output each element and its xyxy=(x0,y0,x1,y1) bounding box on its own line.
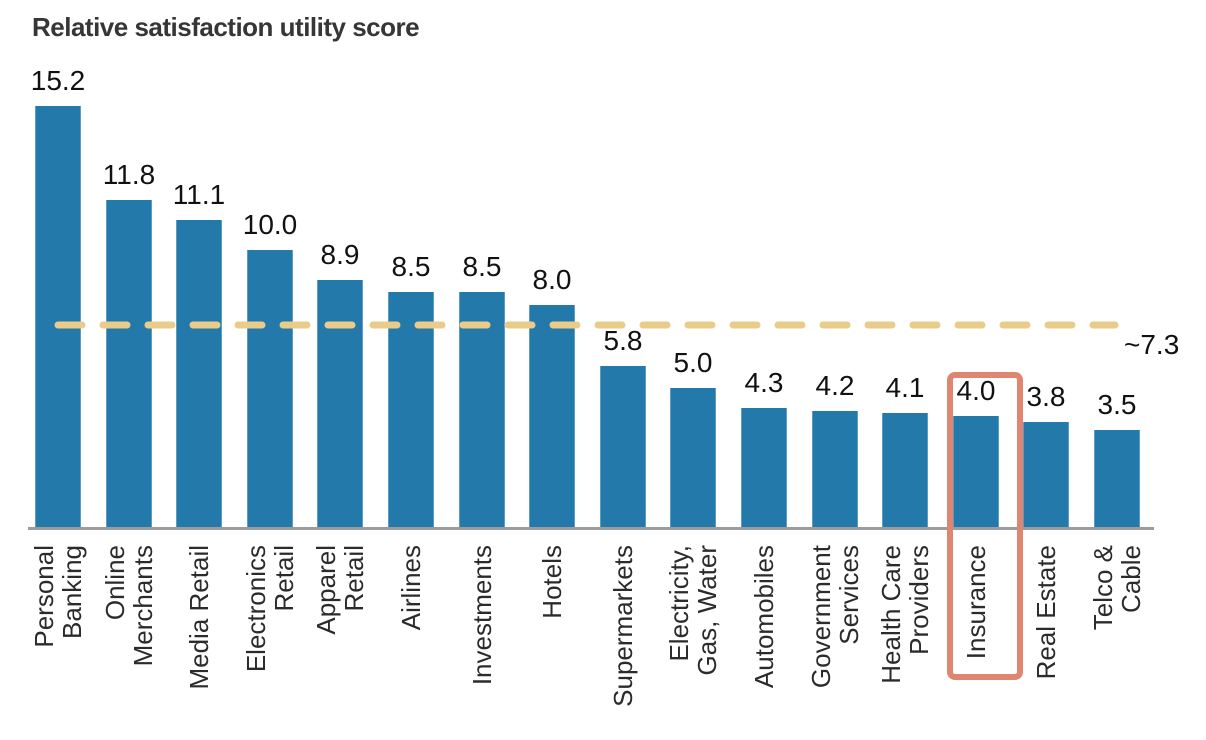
bar-supermarkets xyxy=(600,366,646,527)
bar-health-care-providers xyxy=(882,413,928,527)
bar-online-merchants xyxy=(106,200,152,527)
bar-category-label-online-merchants: Online Merchants xyxy=(100,545,158,667)
bar-category-label-automobiles: Automobiles xyxy=(749,545,779,689)
bar-category-label-supermarkets: Supermarkets xyxy=(608,545,638,707)
bar-value-label-automobiles: 4.3 xyxy=(744,367,784,398)
bar-value-label-online-merchants: 11.8 xyxy=(102,159,156,190)
bar-category-label-hotels: Hotels xyxy=(537,545,567,619)
bar-category-label-government-services: Government Services xyxy=(806,545,864,689)
bar-value-label-supermarkets: 5.8 xyxy=(603,325,643,356)
bar-value-label-government-services: 4.2 xyxy=(815,370,855,401)
bar-category-label-investments: Investments xyxy=(467,545,497,686)
bar-insurance xyxy=(953,416,999,527)
bar-value-label-hotels: 8.0 xyxy=(532,264,572,295)
bar-government-services xyxy=(812,411,858,527)
bar-value-label-telco-cable: 3.5 xyxy=(1097,389,1137,420)
bar-category-label-electricity-gas-water: Electricity, Gas, Water xyxy=(664,545,722,676)
bar-value-label-investments: 8.5 xyxy=(462,251,502,282)
bar-real-estate xyxy=(1023,422,1069,527)
bar-value-label-airlines: 8.5 xyxy=(391,251,431,282)
bar-investments xyxy=(459,292,505,527)
bar-media-retail xyxy=(176,220,222,527)
bar-airlines xyxy=(388,292,434,527)
bar-value-label-personal-banking: 15.2 xyxy=(30,65,86,96)
bar-category-label-real-estate: Real Estate xyxy=(1031,545,1061,680)
bar-electricity-gas-water xyxy=(670,388,716,527)
bar-automobiles xyxy=(741,408,787,527)
bar-value-label-real-estate: 3.8 xyxy=(1026,381,1066,412)
bar-value-label-health-care-providers: 4.1 xyxy=(885,372,925,403)
bar-apparel-retail xyxy=(317,280,363,527)
x-axis-line xyxy=(28,527,1154,530)
bar-category-label-apparel-retail: Apparel Retail xyxy=(311,545,369,635)
highlight-box-insurance xyxy=(947,372,1023,680)
bar-category-label-airlines: Airlines xyxy=(396,545,426,631)
bar-category-label-telco-cable: Telco & Cable xyxy=(1088,545,1146,631)
bar-value-label-media-retail: 11.1 xyxy=(172,179,226,210)
bar-category-label-media-retail: Media Retail xyxy=(184,545,214,690)
bar-electronics-retail xyxy=(247,250,293,527)
bar-telco-cable xyxy=(1094,430,1140,527)
bar-personal-banking xyxy=(35,106,81,527)
bar-value-label-electronics-retail: 10.0 xyxy=(242,209,298,240)
bar-category-label-electronics-retail: Electronics Retail xyxy=(241,545,299,673)
bar-hotels xyxy=(529,305,575,527)
bar-value-label-electricity-gas-water: 5.0 xyxy=(673,347,713,378)
bar-value-label-apparel-retail: 8.9 xyxy=(320,239,360,270)
bar-value-label-insurance: 4.0 xyxy=(956,375,996,406)
bar-category-label-health-care-providers: Health Care Providers xyxy=(876,545,934,684)
bar-category-label-personal-banking: Personal Banking xyxy=(29,545,87,648)
reference-line-label: ~7.3 xyxy=(1124,329,1180,360)
chart-title: Relative satisfaction utility score xyxy=(32,12,420,42)
